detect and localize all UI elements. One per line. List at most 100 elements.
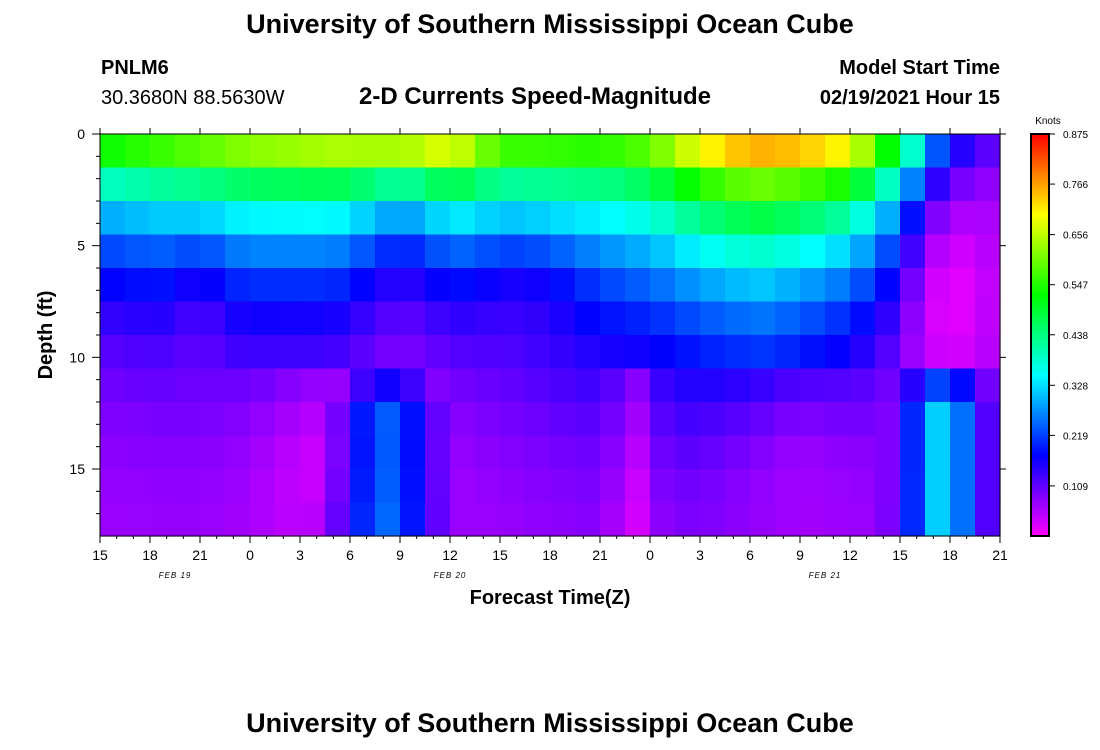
heatmap-cell xyxy=(850,201,876,236)
heatmap-cell xyxy=(150,134,176,169)
heatmap-cell xyxy=(500,301,526,336)
heatmap-cell xyxy=(300,502,326,537)
heatmap-cells xyxy=(100,134,1001,537)
heatmap-cell xyxy=(925,502,951,537)
heatmap-cell xyxy=(825,234,851,269)
heatmap-cell xyxy=(600,134,626,169)
heatmap-cell xyxy=(725,134,751,169)
heatmap-cell xyxy=(250,234,276,269)
heatmap-cell xyxy=(475,268,501,303)
heatmap-cell xyxy=(600,335,626,370)
heatmap-cell xyxy=(775,167,801,202)
heatmap-cell xyxy=(650,268,676,303)
colorbar-tick-label: 0.328 xyxy=(1063,381,1088,392)
heatmap-cell xyxy=(625,502,651,537)
heatmap-cell xyxy=(775,201,801,236)
heatmap-cell xyxy=(800,301,826,336)
heatmap-cell xyxy=(325,301,351,336)
heatmap-cell xyxy=(275,368,301,403)
heatmap-cell xyxy=(700,167,726,202)
heatmap-cell xyxy=(500,502,526,537)
heatmap-cell xyxy=(400,234,426,269)
heatmap-cell xyxy=(250,368,276,403)
heatmap-cell xyxy=(650,167,676,202)
heatmap-cell xyxy=(600,234,626,269)
heatmap-cell xyxy=(525,134,551,169)
heatmap-cell xyxy=(925,335,951,370)
heatmap-cell xyxy=(475,469,501,504)
heatmap-cell xyxy=(650,368,676,403)
heatmap-cell xyxy=(175,134,201,169)
heatmap-cell xyxy=(250,201,276,236)
colorbar-tick-label: 0.438 xyxy=(1063,331,1088,342)
heatmap-cell xyxy=(425,435,451,470)
heatmap-cell xyxy=(325,134,351,169)
heatmap-cell xyxy=(425,301,451,336)
heatmap-cell xyxy=(825,201,851,236)
heatmap-cell xyxy=(625,469,651,504)
heatmap-cell xyxy=(375,201,401,236)
heatmap-cell xyxy=(275,167,301,202)
heatmap-cell xyxy=(775,301,801,336)
heatmap-cell xyxy=(675,502,701,537)
heatmap-cell xyxy=(250,335,276,370)
heatmap-cell xyxy=(275,301,301,336)
heatmap-cell xyxy=(525,469,551,504)
heatmap-cell xyxy=(225,268,251,303)
heatmap-cell xyxy=(550,234,576,269)
heatmap-cell xyxy=(875,435,901,470)
heatmap-cell xyxy=(100,402,126,437)
heatmap-cell xyxy=(875,469,901,504)
heatmap-cell xyxy=(875,268,901,303)
heatmap-cell xyxy=(375,268,401,303)
heatmap-cell xyxy=(375,402,401,437)
heatmap-cell xyxy=(300,268,326,303)
heatmap-cell xyxy=(400,469,426,504)
heatmap-cell xyxy=(675,435,701,470)
heatmap-cell xyxy=(225,134,251,169)
heatmap-cell xyxy=(525,435,551,470)
heatmap-cell xyxy=(925,201,951,236)
heatmap-cell xyxy=(200,335,226,370)
heatmap-cell xyxy=(675,402,701,437)
heatmap-cell xyxy=(225,167,251,202)
heatmap-cell xyxy=(400,167,426,202)
heatmap-cell xyxy=(750,268,776,303)
heatmap-cell xyxy=(950,435,976,470)
heatmap-cell xyxy=(175,201,201,236)
heatmap-cell xyxy=(250,268,276,303)
heatmap-cell xyxy=(625,167,651,202)
heatmap-cell xyxy=(625,435,651,470)
heatmap-cell xyxy=(800,134,826,169)
heatmap-cell xyxy=(350,502,376,537)
heatmap-cell xyxy=(275,201,301,236)
heatmap-cell xyxy=(125,268,151,303)
x-tick-label: 9 xyxy=(396,547,404,563)
heatmap-cell xyxy=(925,435,951,470)
heatmap-cell xyxy=(750,234,776,269)
heatmap-cell xyxy=(325,402,351,437)
heatmap-cell xyxy=(650,402,676,437)
heatmap-cell xyxy=(475,435,501,470)
heatmap-cell xyxy=(550,167,576,202)
heatmap-cell xyxy=(575,469,601,504)
heatmap-cell xyxy=(725,268,751,303)
x-tick-label: 21 xyxy=(192,547,208,563)
heatmap-cell xyxy=(325,268,351,303)
y-axis-label: Depth (ft) xyxy=(35,291,57,380)
heatmap-cell xyxy=(300,134,326,169)
heatmap-cell xyxy=(950,502,976,537)
heatmap-cell xyxy=(850,268,876,303)
heatmap-cell xyxy=(950,301,976,336)
colorbar-tick-label: 0.547 xyxy=(1063,281,1088,292)
heatmap-cell xyxy=(525,368,551,403)
heatmap-cell xyxy=(700,301,726,336)
heatmap-cell xyxy=(925,469,951,504)
heatmap-cell xyxy=(100,301,126,336)
heatmap-cell xyxy=(825,335,851,370)
heatmap-cell xyxy=(150,234,176,269)
heatmap-cell xyxy=(725,301,751,336)
heatmap-cell xyxy=(950,234,976,269)
heatmap-cell xyxy=(475,134,501,169)
heatmap-cell xyxy=(850,134,876,169)
